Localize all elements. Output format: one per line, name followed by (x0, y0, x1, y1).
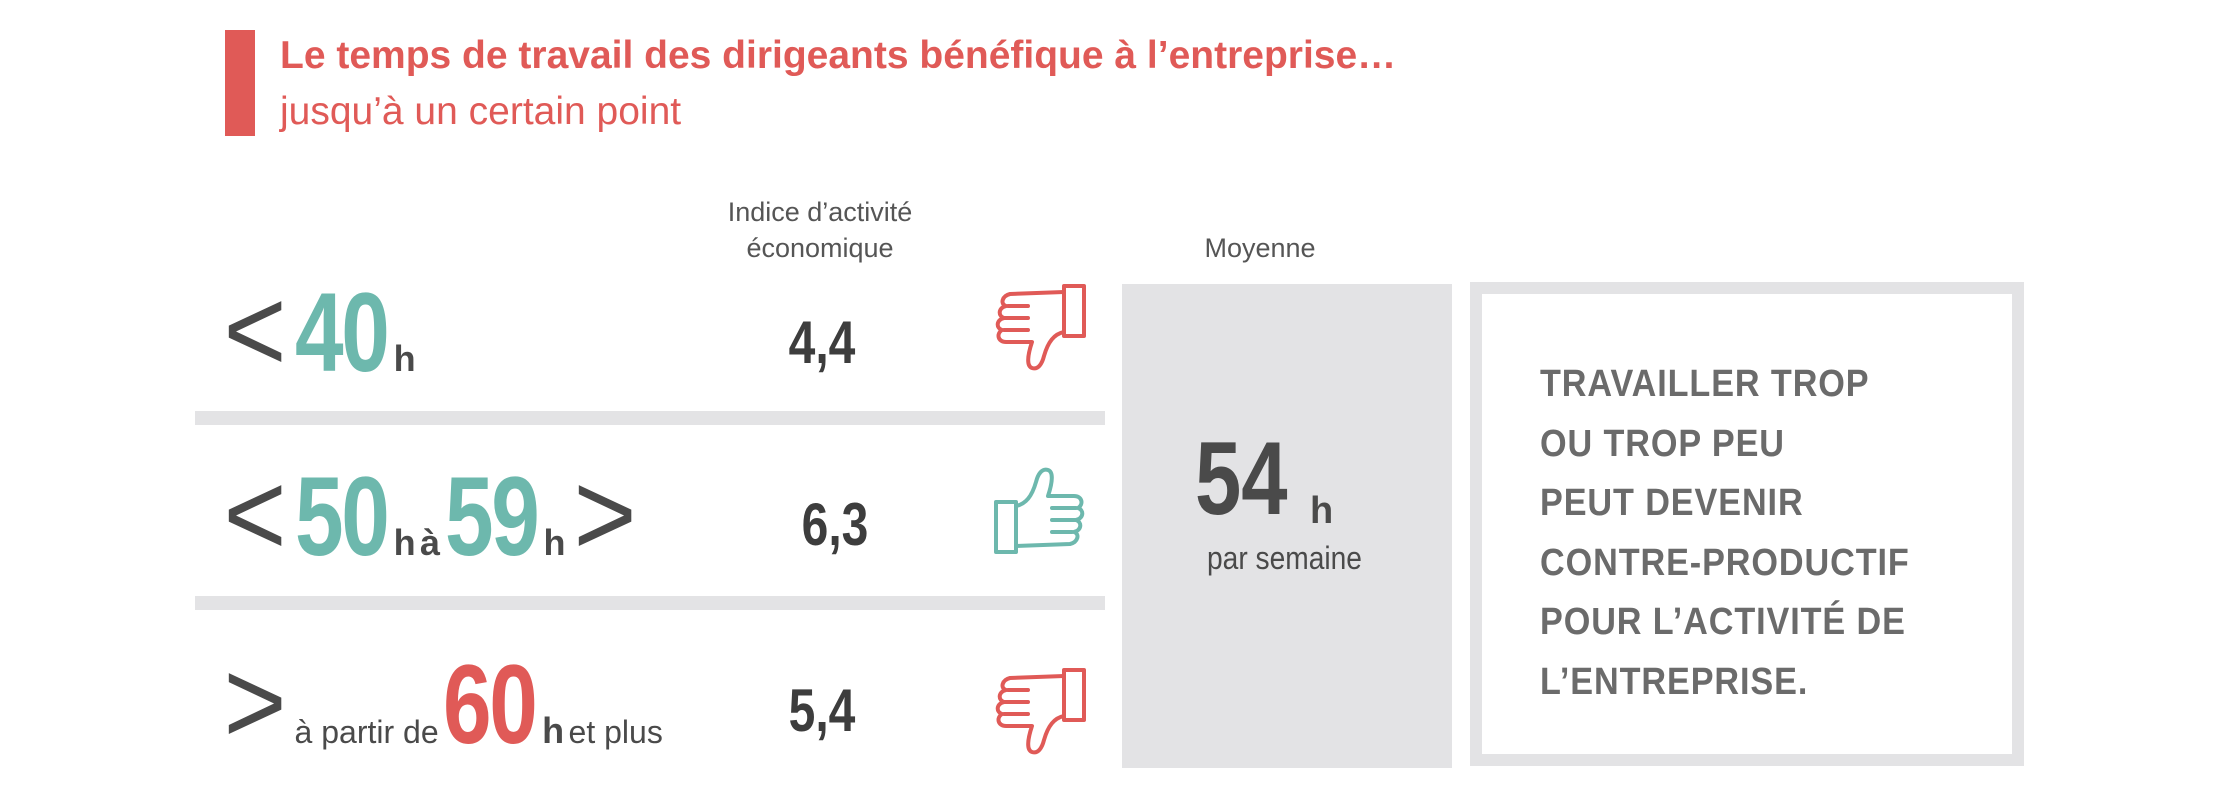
row-1-index-value: 4,4 (788, 309, 856, 376)
indice-header: Indice d’activité économique (700, 194, 940, 266)
message-text: TRAVAILLER TROP OU TROP PEU PEUT DEVENIR… (1540, 355, 1910, 712)
hours-number: 40 (294, 270, 390, 395)
page-title: Le temps de travail des dirigeants bénéf… (280, 34, 1397, 77)
average-hours-unit: h (1310, 490, 1334, 532)
less-than-chevron: < (223, 263, 287, 397)
average-hours-number: 54 (1195, 421, 1288, 537)
title-accent-bar (225, 30, 255, 136)
hours-number-min: 50 (294, 454, 390, 579)
hours-unit: h (393, 338, 416, 379)
average-panel (1122, 284, 1452, 768)
greater-than-chevron: > (573, 447, 637, 581)
indice-header-line2: économique (746, 233, 894, 263)
row-2-index-value: 6,3 (801, 491, 869, 558)
row-separator-2 (195, 596, 1105, 610)
message-line: PEUT DEVENIR (1540, 482, 1804, 524)
indice-header-line1: Indice d’activité (727, 197, 913, 227)
hours-number-max: 59 (444, 454, 540, 579)
row-under-40-label: < 40 h (220, 268, 416, 397)
moyenne-header: Moyenne (1204, 233, 1316, 263)
message-line: CONTRE-PRODUCTIF (1540, 541, 1910, 584)
average-caption: par semaine (1207, 540, 1362, 576)
row-prefix: à partir de (294, 714, 439, 750)
row-60-plus-label: > à partir de 60 h et plus (220, 640, 663, 769)
hours-unit: h (393, 522, 416, 563)
message-panel (1470, 282, 2024, 766)
hours-unit: h (542, 710, 565, 751)
message-line: POUR L’ACTIVITÉ DE (1540, 601, 1906, 643)
hours-number: 60 (443, 642, 538, 767)
thumbs-down-icon (995, 284, 1086, 371)
message-line: L’ENTREPRISE. (1540, 660, 1809, 703)
hours-unit: h (543, 522, 566, 563)
row-separator-1 (195, 411, 1105, 425)
message-line: OU TROP PEU (1540, 422, 1785, 465)
less-than-chevron: < (223, 447, 287, 581)
row-3-index-value: 5,4 (788, 677, 856, 744)
row-suffix: et plus (568, 714, 663, 750)
row-50-59-label: < 50 h à 59 h > (220, 452, 640, 581)
range-connector: à (420, 522, 441, 563)
message-line: TRAVAILLER TROP (1540, 363, 1870, 405)
thumbs-up-icon (994, 467, 1085, 554)
greater-than-chevron: > (223, 635, 287, 769)
thumbs-down-icon (995, 668, 1086, 755)
page-subtitle: jusqu’à un certain point (280, 90, 682, 133)
